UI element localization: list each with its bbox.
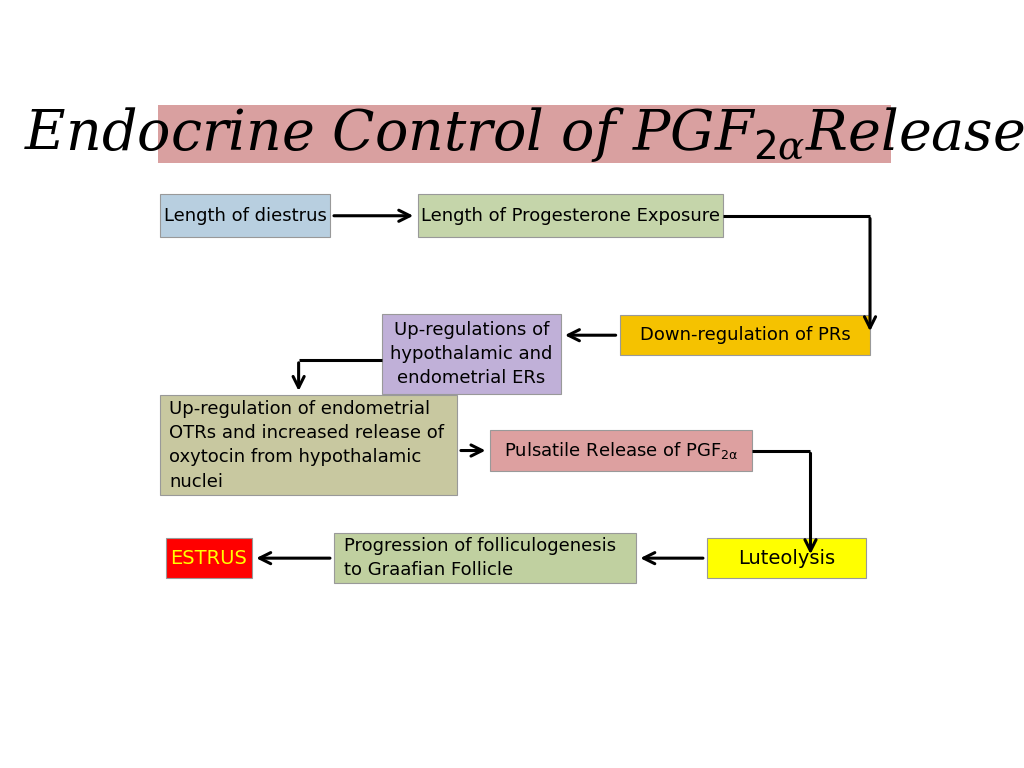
Text: Luteolysis: Luteolysis bbox=[738, 548, 836, 568]
FancyBboxPatch shape bbox=[620, 315, 870, 356]
FancyBboxPatch shape bbox=[166, 538, 252, 578]
FancyBboxPatch shape bbox=[160, 395, 458, 495]
FancyBboxPatch shape bbox=[382, 314, 560, 394]
Text: Endocrine Control of PGF$_{2\mathregular{\alpha}}$Release: Endocrine Control of PGF$_{2\mathregular… bbox=[25, 104, 1024, 164]
FancyBboxPatch shape bbox=[418, 194, 723, 237]
Text: Length of diestrus: Length of diestrus bbox=[164, 207, 327, 225]
Text: Progression of folliculogenesis
to Graafian Follicle: Progression of folliculogenesis to Graaf… bbox=[344, 537, 616, 579]
FancyBboxPatch shape bbox=[334, 533, 636, 583]
Text: Up-regulation of endometrial
OTRs and increased release of
oxytocin from hypotha: Up-regulation of endometrial OTRs and in… bbox=[169, 400, 444, 491]
Text: ESTRUS: ESTRUS bbox=[171, 548, 248, 568]
FancyBboxPatch shape bbox=[489, 430, 752, 471]
Text: Down-regulation of PRs: Down-regulation of PRs bbox=[640, 326, 850, 344]
FancyBboxPatch shape bbox=[158, 105, 892, 163]
Text: Length of Progesterone Exposure: Length of Progesterone Exposure bbox=[421, 207, 720, 225]
Text: Pulsatile Release of PGF$_{2\mathregular{\alpha}}$: Pulsatile Release of PGF$_{2\mathregular… bbox=[504, 440, 738, 461]
FancyBboxPatch shape bbox=[160, 194, 331, 237]
FancyBboxPatch shape bbox=[708, 538, 866, 578]
Text: Up-regulations of
hypothalamic and
endometrial ERs: Up-regulations of hypothalamic and endom… bbox=[390, 320, 552, 387]
